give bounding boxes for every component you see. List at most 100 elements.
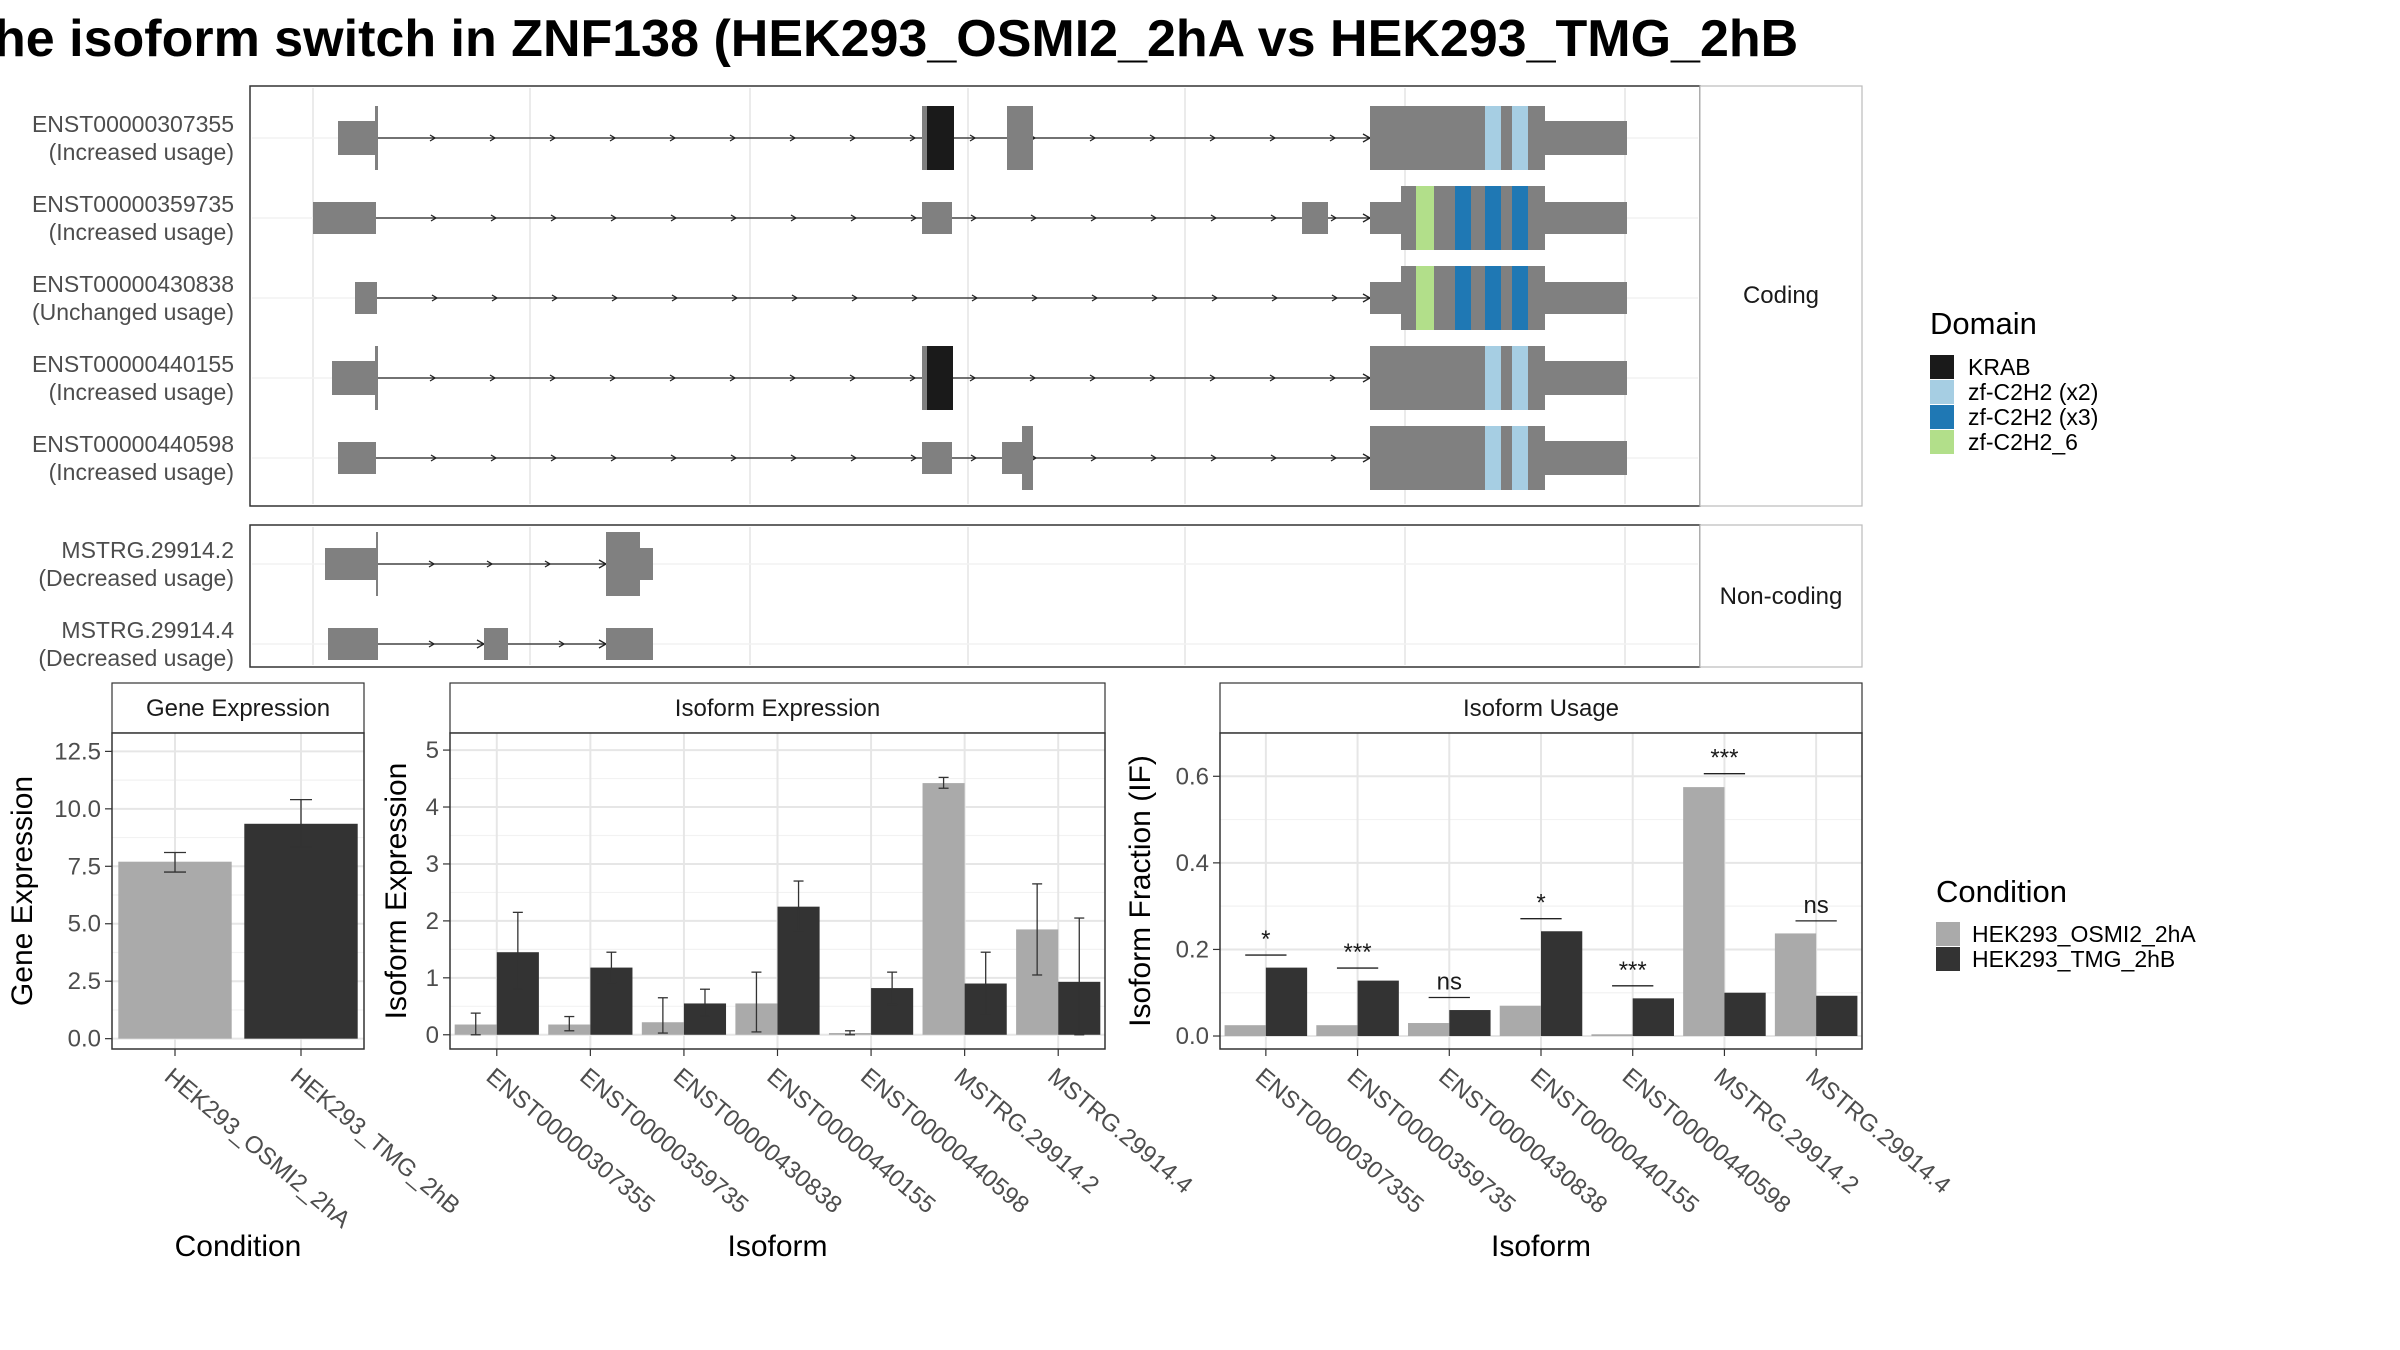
transcript-usage: (Decreased usage) bbox=[38, 565, 234, 591]
x-tick-label: ENST00000307355 bbox=[481, 1063, 660, 1219]
legend-swatch-osmi2 bbox=[1936, 922, 1960, 946]
zf-c2h2-x3-domain bbox=[1485, 266, 1501, 330]
y-tick-label: 7.5 bbox=[68, 853, 101, 880]
y-tick-label: 10.0 bbox=[54, 796, 101, 823]
exon bbox=[1022, 426, 1033, 490]
y-tick-label: 0.2 bbox=[1176, 936, 1209, 963]
significance-label: *** bbox=[1619, 957, 1647, 984]
exon bbox=[1002, 442, 1022, 474]
zf-c2h2-x3-domain bbox=[1485, 186, 1501, 250]
exon bbox=[1471, 266, 1485, 330]
x-tick-label: ENST00000440598 bbox=[855, 1063, 1034, 1219]
zf-c2h2-x3-domain bbox=[1512, 186, 1528, 250]
exon bbox=[922, 202, 952, 234]
exon bbox=[640, 548, 653, 580]
transcript-usage: (Increased usage) bbox=[49, 219, 234, 245]
krab-domain bbox=[927, 106, 954, 170]
exon bbox=[313, 202, 376, 234]
y-tick-label: 0.0 bbox=[1176, 1023, 1209, 1050]
exon bbox=[376, 532, 378, 596]
exon bbox=[1528, 106, 1545, 170]
exon bbox=[1434, 186, 1455, 250]
exon bbox=[1528, 266, 1545, 330]
exon bbox=[922, 346, 927, 410]
x-axis-title: Condition bbox=[175, 1230, 302, 1263]
exon bbox=[338, 442, 376, 474]
y-axis-title: Gene Expression bbox=[6, 776, 39, 1006]
exon bbox=[484, 628, 508, 660]
x-tick-label: ENST00000430838 bbox=[668, 1063, 847, 1219]
y-axis-title: Isoform Fraction (IF) bbox=[1124, 755, 1157, 1027]
bar bbox=[244, 824, 357, 1039]
x-axis-title: Isoform bbox=[727, 1230, 827, 1263]
expression-charts: Gene Expression0.02.55.07.510.012.5HEK29… bbox=[6, 683, 1956, 1263]
significance-label: ns bbox=[1437, 968, 1462, 995]
exon bbox=[1434, 266, 1455, 330]
exon bbox=[325, 548, 376, 580]
bar bbox=[923, 783, 965, 1035]
exon bbox=[1370, 282, 1401, 314]
exon bbox=[1528, 186, 1545, 250]
legend-label: HEK293_TMG_2hB bbox=[1972, 946, 2175, 972]
zf-c2h2-x2-domain bbox=[1485, 346, 1501, 410]
bar bbox=[1358, 981, 1399, 1036]
significance-label: *** bbox=[1344, 939, 1372, 966]
y-tick-label: 2 bbox=[426, 908, 439, 935]
significance-label: ns bbox=[1803, 892, 1828, 919]
legend-label: zf-C2H2_6 bbox=[1968, 429, 2078, 455]
exon bbox=[1007, 106, 1033, 170]
transcript-id: MSTRG.29914.4 bbox=[61, 617, 234, 643]
transcript-usage: (Increased usage) bbox=[49, 139, 234, 165]
bar bbox=[1541, 931, 1582, 1036]
legend-swatch-zf-x3 bbox=[1930, 405, 1954, 429]
exon bbox=[1545, 202, 1627, 234]
transcript-usage: (Increased usage) bbox=[49, 459, 234, 485]
zf-c2h2-x2-domain bbox=[1485, 426, 1501, 490]
y-tick-label: 0.0 bbox=[68, 1026, 101, 1053]
significance-label: *** bbox=[1710, 745, 1738, 772]
exon bbox=[1501, 426, 1512, 490]
exon bbox=[1302, 202, 1328, 234]
exon bbox=[606, 628, 653, 660]
exon bbox=[355, 282, 377, 314]
exon bbox=[922, 442, 952, 474]
exon bbox=[606, 532, 640, 596]
legend-label: HEK293_OSMI2_2hA bbox=[1972, 921, 2196, 947]
x-tick-label: ENST00000430838 bbox=[1433, 1063, 1612, 1219]
exon bbox=[375, 346, 378, 410]
bar bbox=[1408, 1023, 1449, 1036]
y-tick-label: 1 bbox=[426, 965, 439, 992]
legend-label: zf-C2H2 (x2) bbox=[1968, 379, 2098, 405]
y-tick-label: 4 bbox=[426, 794, 439, 821]
bar bbox=[1449, 1010, 1490, 1036]
isoform-expression-chart: Isoform Expression012345ENST00000307355E… bbox=[380, 683, 1198, 1263]
y-tick-label: 12.5 bbox=[54, 738, 101, 765]
zf-c2h2-x2-domain bbox=[1512, 426, 1528, 490]
transcript-id: ENST00000440598 bbox=[32, 431, 234, 457]
x-tick-label: ENST00000440155 bbox=[1525, 1063, 1704, 1219]
significance-label: * bbox=[1536, 890, 1545, 917]
y-tick-label: 2.5 bbox=[68, 968, 101, 995]
transcript-usage: (Increased usage) bbox=[49, 379, 234, 405]
exon bbox=[1370, 202, 1401, 234]
exon bbox=[1528, 426, 1545, 490]
bar bbox=[1724, 993, 1765, 1036]
panel-title: Gene Expression bbox=[146, 695, 330, 722]
exon bbox=[1471, 186, 1485, 250]
panel-title: Isoform Usage bbox=[1463, 695, 1619, 722]
zf-c2h2-x3-domain bbox=[1512, 266, 1528, 330]
noncoding-panel bbox=[250, 525, 1700, 667]
exon bbox=[1528, 346, 1545, 410]
x-tick-label: ENST00000307355 bbox=[1250, 1063, 1429, 1219]
zf-c2h2-6-domain bbox=[1416, 186, 1434, 250]
exon bbox=[1501, 346, 1512, 410]
x-tick-label: ENST00000359735 bbox=[575, 1063, 754, 1219]
zf-c2h2-x2-domain bbox=[1512, 346, 1528, 410]
krab-domain bbox=[927, 346, 953, 410]
condition-legend-title: Condition bbox=[1936, 874, 2067, 909]
bar bbox=[1683, 787, 1724, 1036]
exon bbox=[922, 106, 927, 170]
exon bbox=[328, 628, 378, 660]
transcript-id: ENST00000307355 bbox=[32, 111, 234, 137]
bar bbox=[118, 862, 231, 1039]
